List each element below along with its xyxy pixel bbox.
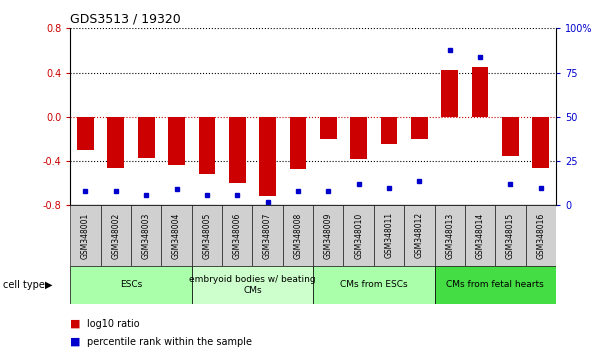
Bar: [441, 70, 458, 117]
Text: GSM348003: GSM348003: [142, 212, 151, 259]
Text: GSM348005: GSM348005: [202, 212, 211, 259]
Bar: [343, 205, 374, 266]
Text: GSM348014: GSM348014: [475, 212, 485, 258]
Bar: [222, 205, 252, 266]
Bar: [465, 205, 496, 266]
Bar: [138, 117, 155, 158]
Bar: [229, 117, 246, 183]
Bar: [161, 205, 192, 266]
Bar: [283, 205, 313, 266]
Text: percentile rank within the sample: percentile rank within the sample: [87, 337, 252, 347]
Text: GSM348009: GSM348009: [324, 212, 333, 259]
Bar: [313, 205, 343, 266]
Text: GSM348016: GSM348016: [536, 212, 546, 258]
Text: GSM348001: GSM348001: [81, 212, 90, 258]
Bar: [131, 205, 161, 266]
Text: GSM348008: GSM348008: [293, 212, 302, 258]
Bar: [525, 205, 556, 266]
Bar: [313, 266, 434, 304]
Text: GSM348012: GSM348012: [415, 212, 424, 258]
Bar: [192, 205, 222, 266]
Text: cell type: cell type: [3, 280, 45, 290]
Text: ■: ■: [70, 319, 81, 329]
Text: GSM348006: GSM348006: [233, 212, 242, 259]
Bar: [502, 117, 519, 155]
Text: CMs from ESCs: CMs from ESCs: [340, 280, 408, 290]
Text: log10 ratio: log10 ratio: [87, 319, 139, 329]
Bar: [70, 266, 192, 304]
Bar: [168, 117, 185, 166]
Bar: [404, 205, 434, 266]
Bar: [77, 117, 94, 150]
Text: ■: ■: [70, 337, 81, 347]
Bar: [411, 117, 428, 139]
Bar: [101, 205, 131, 266]
Text: GSM348013: GSM348013: [445, 212, 454, 258]
Bar: [290, 117, 306, 169]
Bar: [108, 117, 124, 168]
Bar: [259, 117, 276, 196]
Bar: [381, 117, 397, 144]
Text: CMs from fetal hearts: CMs from fetal hearts: [447, 280, 544, 290]
Bar: [434, 266, 556, 304]
Text: ▶: ▶: [45, 280, 52, 290]
Bar: [199, 117, 215, 175]
Text: GSM348011: GSM348011: [384, 212, 393, 258]
Bar: [496, 205, 525, 266]
Text: ESCs: ESCs: [120, 280, 142, 290]
Text: GSM348002: GSM348002: [111, 212, 120, 258]
Bar: [532, 117, 549, 168]
Text: GSM348004: GSM348004: [172, 212, 181, 259]
Bar: [472, 67, 488, 117]
Bar: [350, 117, 367, 159]
Bar: [252, 205, 283, 266]
Bar: [192, 266, 313, 304]
Bar: [70, 205, 101, 266]
Text: GSM348010: GSM348010: [354, 212, 363, 258]
Bar: [434, 205, 465, 266]
Bar: [320, 117, 337, 139]
Text: GSM348015: GSM348015: [506, 212, 515, 258]
Bar: [374, 205, 404, 266]
Text: GSM348007: GSM348007: [263, 212, 272, 259]
Text: GDS3513 / 19320: GDS3513 / 19320: [70, 13, 181, 26]
Text: embryoid bodies w/ beating
CMs: embryoid bodies w/ beating CMs: [189, 275, 316, 295]
